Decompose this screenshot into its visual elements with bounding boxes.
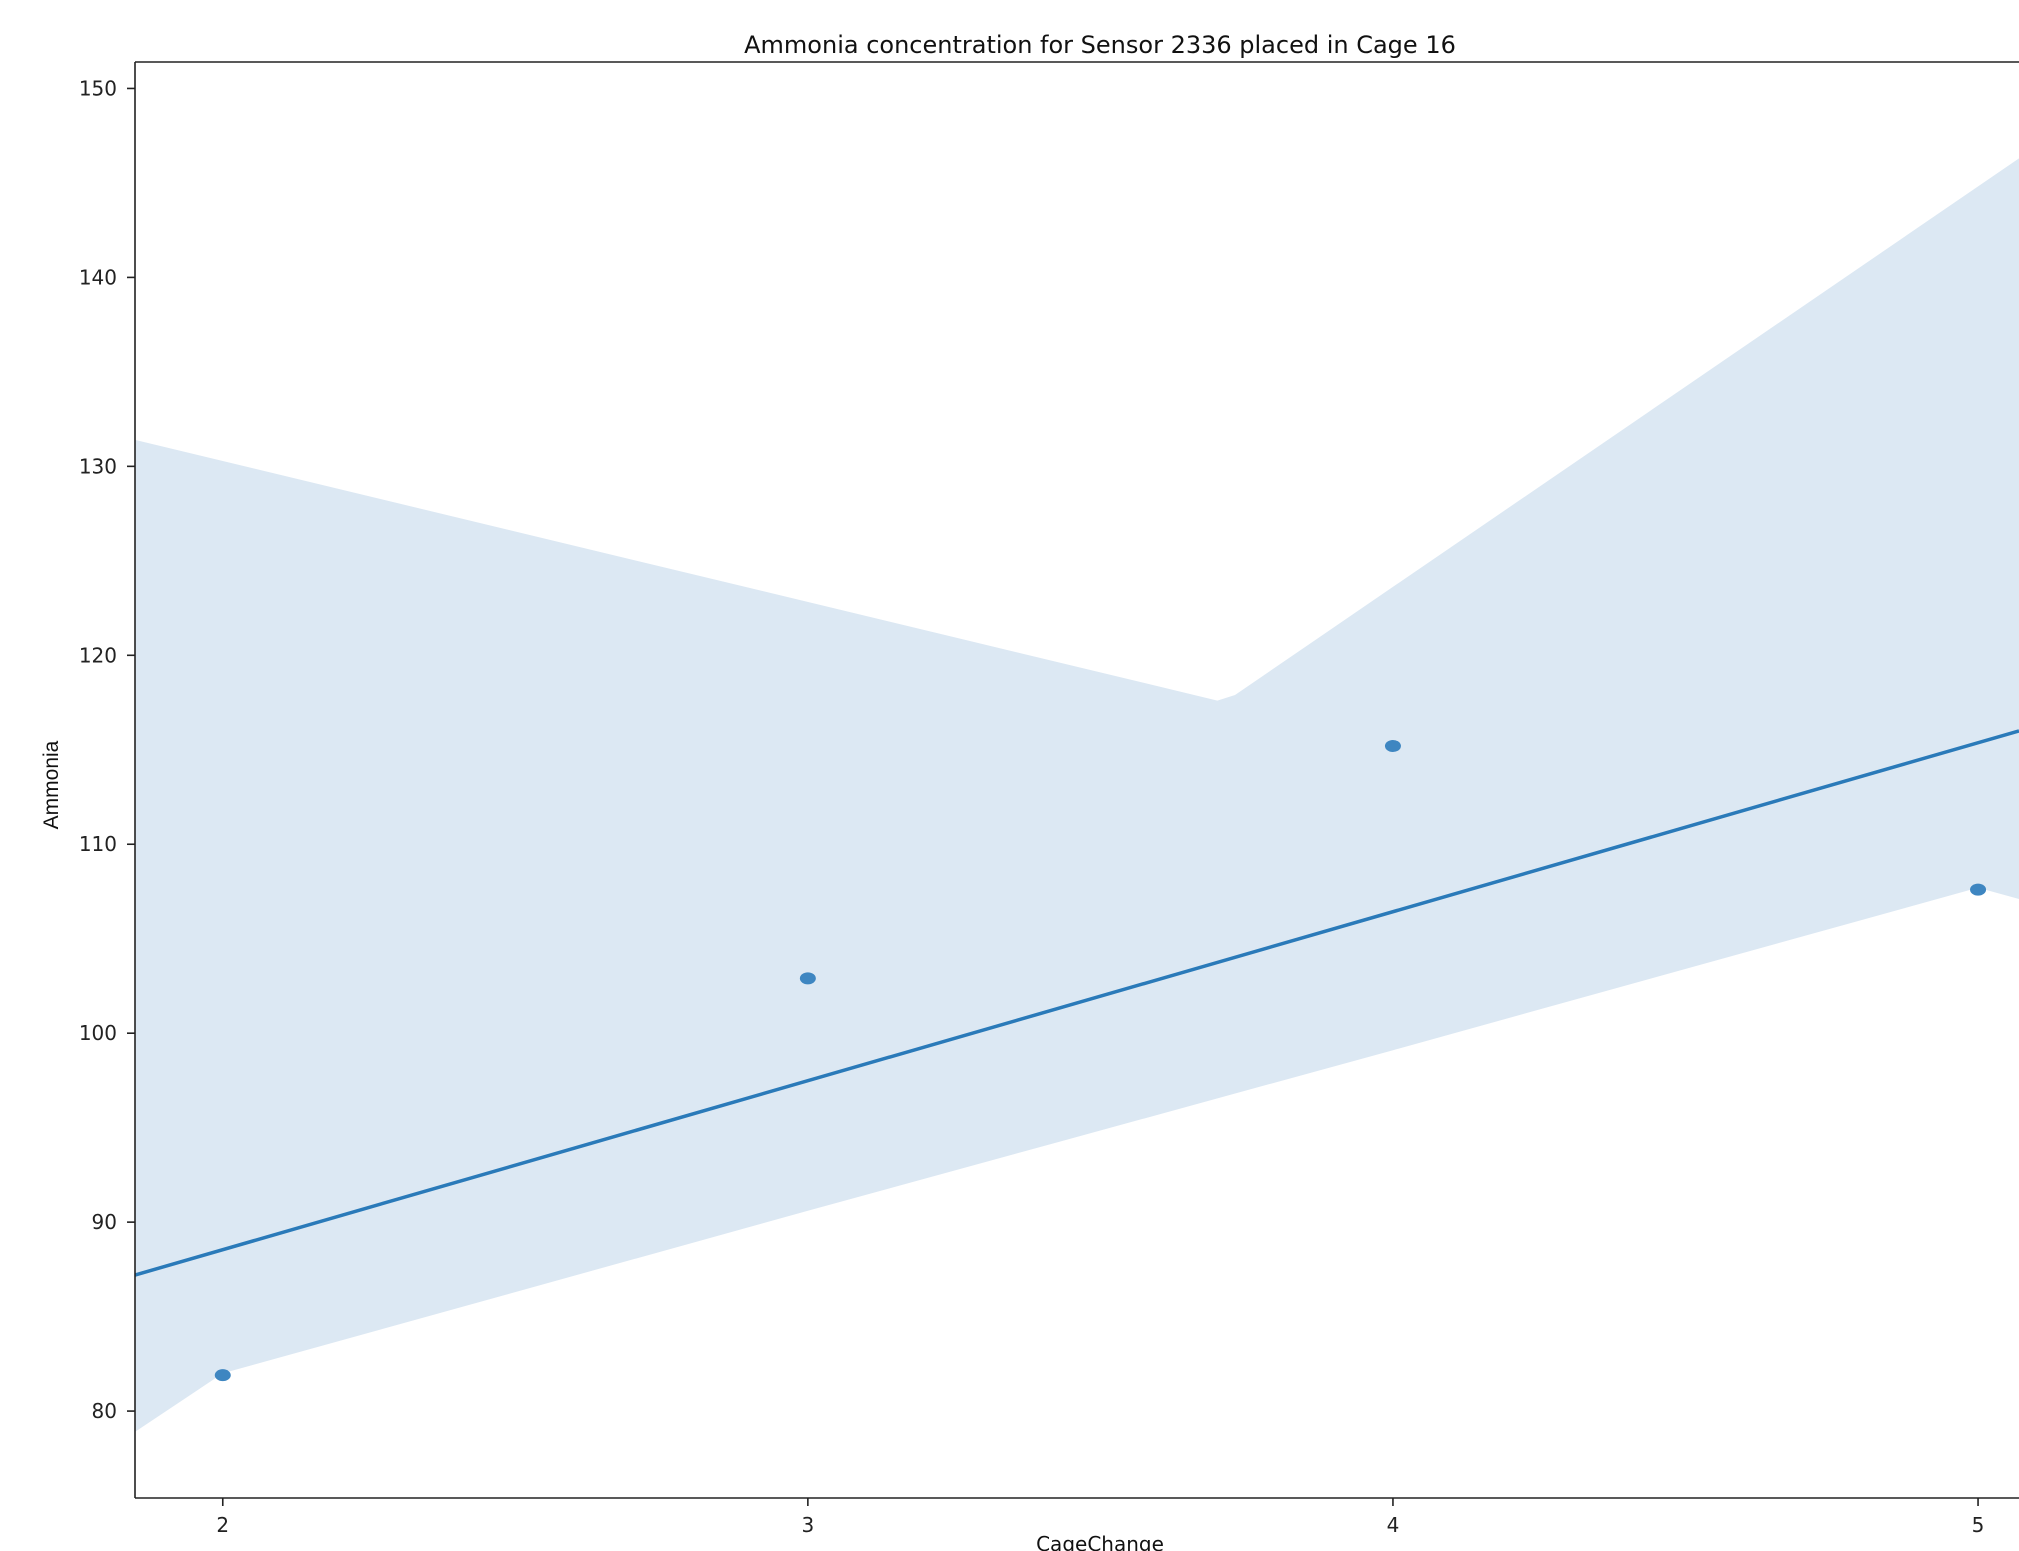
y-tick-label: 90: [92, 1210, 117, 1234]
x-tick-label: 3: [801, 1513, 814, 1537]
data-point: [1970, 883, 1987, 896]
data-point: [799, 972, 816, 985]
chart-title: Ammonia concentration for Sensor 2336 pl…: [744, 31, 1456, 59]
y-tick-label: 80: [92, 1399, 117, 1423]
y-tick-label: 120: [79, 643, 117, 667]
x-tick-label: 4: [1387, 1513, 1400, 1537]
x-tick-label: 5: [1972, 1513, 1985, 1537]
confidence-band: [135, 158, 2019, 1432]
y-tick-label: 100: [79, 1021, 117, 1045]
x-ticks: 2 3 4 5: [216, 1498, 1984, 1537]
data-point: [214, 1369, 231, 1382]
y-tick-label: 110: [79, 832, 117, 856]
y-axis-label: Ammonia: [40, 740, 63, 829]
x-tick-label: 2: [216, 1513, 229, 1537]
plot-area: [134, 158, 2019, 1432]
regression-line: [134, 729, 2019, 1277]
y-tick-label: 140: [79, 265, 117, 289]
y-tick-label: 150: [79, 76, 117, 100]
data-points: [214, 739, 1987, 1382]
x-axis-label: CageChange: [1036, 1532, 1164, 1551]
y-tick-label: 130: [79, 454, 117, 478]
y-ticks: 80 90 100 110 120 130 140 150: [79, 76, 135, 1423]
axes: 2 3 4 5 80 90 100 110 120 130 140 150: [79, 61, 2019, 1537]
data-point: [1384, 739, 1401, 752]
